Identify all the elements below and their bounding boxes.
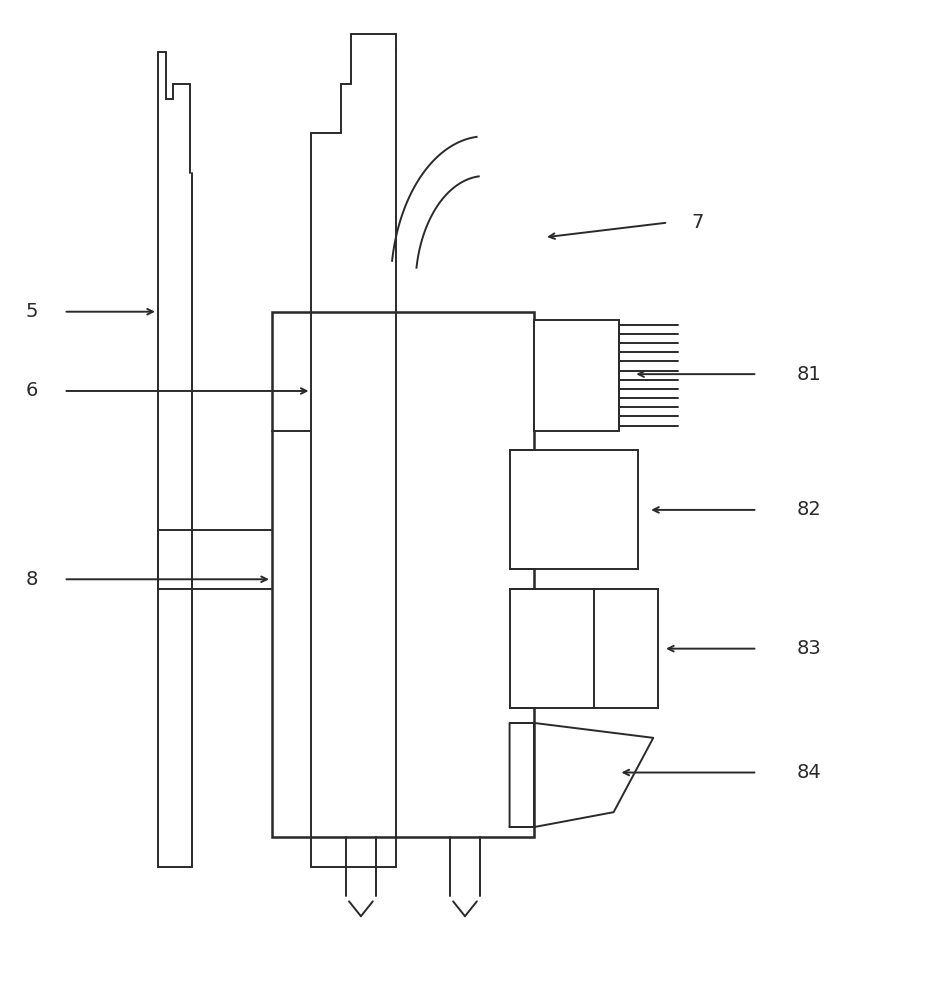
Bar bbox=[509, 589, 658, 708]
Text: 8: 8 bbox=[26, 570, 38, 589]
Text: 6: 6 bbox=[26, 381, 38, 400]
Bar bbox=[534, 320, 619, 431]
Text: 84: 84 bbox=[797, 763, 821, 782]
Text: 83: 83 bbox=[797, 639, 821, 658]
Text: 82: 82 bbox=[797, 500, 821, 519]
Text: 5: 5 bbox=[26, 302, 38, 321]
Bar bbox=[271, 312, 534, 837]
Bar bbox=[509, 450, 638, 569]
Text: 7: 7 bbox=[692, 213, 704, 232]
Text: 81: 81 bbox=[797, 365, 821, 384]
